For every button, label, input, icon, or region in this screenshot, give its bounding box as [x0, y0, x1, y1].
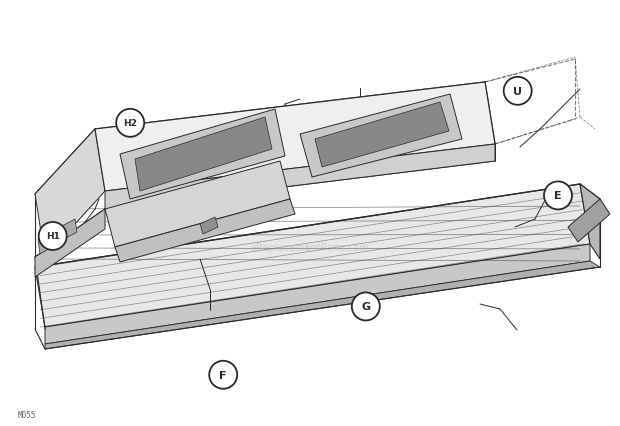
Polygon shape: [45, 262, 600, 349]
Polygon shape: [105, 145, 495, 210]
Circle shape: [544, 182, 572, 210]
Polygon shape: [115, 199, 295, 262]
Text: E: E: [554, 191, 562, 201]
Text: U: U: [513, 86, 522, 97]
Circle shape: [503, 78, 532, 106]
Polygon shape: [120, 110, 285, 199]
Polygon shape: [35, 184, 590, 327]
Text: H2: H2: [123, 119, 137, 128]
Text: F: F: [219, 370, 227, 380]
Polygon shape: [315, 103, 449, 167]
Circle shape: [38, 222, 67, 250]
Polygon shape: [45, 245, 590, 344]
Text: G: G: [361, 302, 370, 312]
Circle shape: [352, 293, 380, 321]
Polygon shape: [105, 161, 290, 248]
Polygon shape: [580, 184, 600, 259]
Polygon shape: [568, 199, 610, 242]
Polygon shape: [135, 118, 272, 192]
Circle shape: [116, 109, 144, 138]
Polygon shape: [35, 130, 105, 257]
Polygon shape: [38, 230, 57, 254]
Polygon shape: [35, 210, 105, 277]
Polygon shape: [300, 95, 462, 178]
Text: M055: M055: [18, 410, 37, 419]
Text: eReplacementParts.com: eReplacementParts.com: [250, 242, 370, 253]
Polygon shape: [95, 83, 495, 192]
Text: H1: H1: [46, 232, 60, 241]
Polygon shape: [60, 219, 77, 240]
Polygon shape: [200, 218, 218, 234]
Circle shape: [209, 361, 237, 389]
